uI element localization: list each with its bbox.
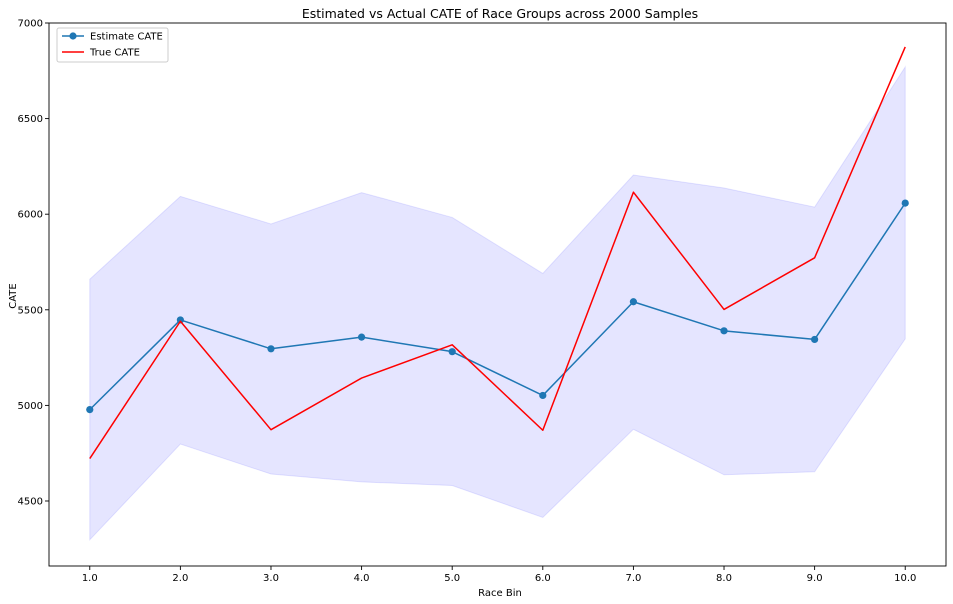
x-tick-label: 7.0 [625,573,641,584]
x-tick-label: 4.0 [354,573,370,584]
plot-area: 1.0 2.0 3.0 4.0 5.0 6.0 7.0 8.0 9.0 10.0 4500 5000 5… [18,19,947,584]
data-point-estimate-cate [629,298,638,306]
data-point-estimate-cate [267,345,275,353]
x-axis-label: Race Bin [478,588,522,599]
axes-frame [48,22,947,567]
x-tick-label: 6.0 [535,573,551,584]
y-tick-label: 6500 [18,114,43,125]
legend-label-estimate-cate: Estimate CATE [90,32,163,43]
y-axis-label: CATE [8,283,19,308]
y-tick-label: 6000 [18,210,43,221]
confidence-band [89,65,906,542]
x-tick-label: 3.0 [263,573,279,584]
legend-label-true-cate: True CATE [89,48,140,59]
legend-box [56,27,169,63]
data-point-estimate-cate [539,391,547,400]
chart-title: Estimated vs Actual CATE of Race Groups … [302,6,698,21]
x-tick-label: 8.0 [716,573,732,584]
series-line-true-cate [89,46,906,459]
data-point-estimate-cate [176,316,184,324]
data-point-estimate-cate [86,406,94,414]
legend-marker-estimate-cate [69,32,77,40]
data-point-estimate-cate [811,335,819,344]
y-tick-label: 7000 [18,19,43,30]
y-tick-label: 5000 [18,401,43,412]
x-tick-label: 5.0 [444,573,460,584]
data-point-estimate-cate [901,199,909,207]
x-tick-label: 10.0 [894,573,916,584]
data-point-estimate-cate [357,333,366,341]
series-line-estimate-cate [89,202,906,411]
y-tick-label: 4500 [18,496,43,507]
x-tick-label: 9.0 [807,573,823,584]
data-point-estimate-cate [720,327,728,335]
data-point-estimate-cate [448,348,456,356]
legend: Estimate CATE True CATE [56,27,169,63]
x-tick-label: 2.0 [172,573,188,584]
y-tick-label: 5500 [18,305,43,316]
x-tick-label: 1.0 [82,573,98,584]
